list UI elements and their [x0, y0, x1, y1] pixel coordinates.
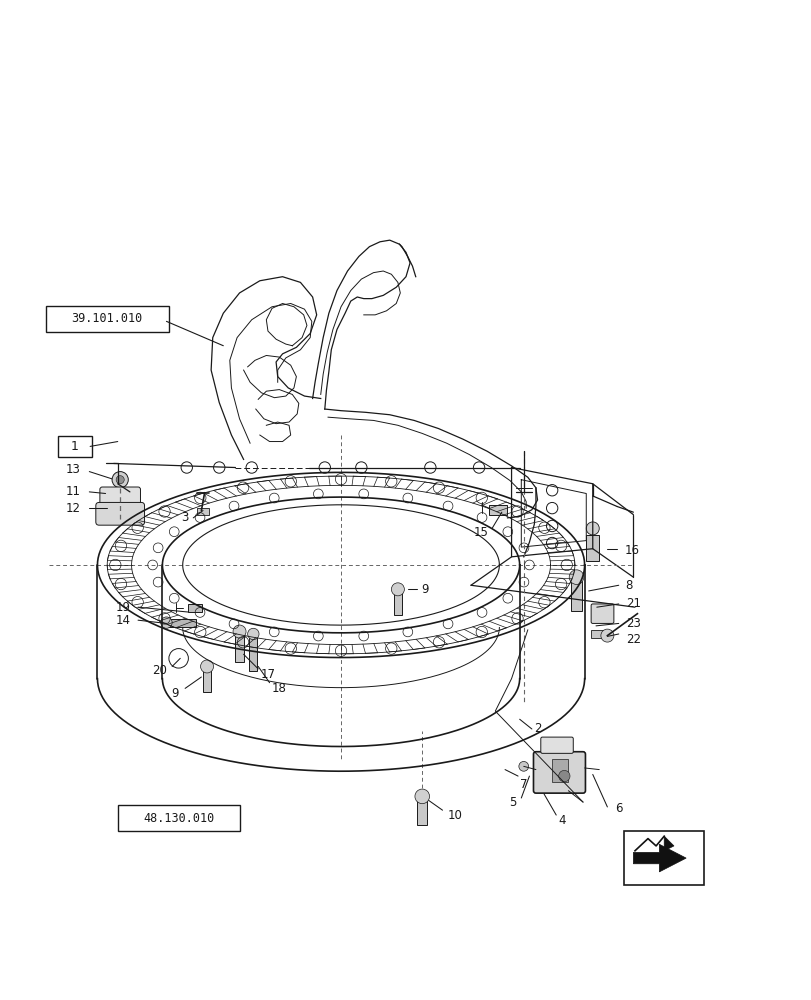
Circle shape — [518, 761, 528, 771]
Circle shape — [161, 617, 172, 628]
Polygon shape — [633, 844, 685, 872]
FancyBboxPatch shape — [203, 666, 211, 692]
FancyBboxPatch shape — [196, 508, 209, 515]
Text: 21: 21 — [625, 597, 640, 610]
Circle shape — [586, 522, 599, 535]
Text: 18: 18 — [272, 682, 286, 695]
Circle shape — [200, 660, 213, 673]
FancyBboxPatch shape — [551, 759, 568, 782]
Circle shape — [116, 476, 124, 484]
Circle shape — [558, 770, 569, 782]
FancyBboxPatch shape — [570, 579, 581, 611]
FancyBboxPatch shape — [623, 831, 703, 885]
Text: 39.101.010: 39.101.010 — [71, 312, 143, 325]
Circle shape — [112, 472, 128, 488]
FancyBboxPatch shape — [393, 589, 401, 615]
FancyBboxPatch shape — [586, 535, 599, 561]
FancyBboxPatch shape — [235, 632, 243, 662]
FancyBboxPatch shape — [187, 604, 202, 612]
Polygon shape — [663, 836, 673, 851]
FancyBboxPatch shape — [249, 634, 257, 671]
Text: 14: 14 — [116, 614, 131, 627]
Text: 5: 5 — [508, 796, 517, 809]
FancyBboxPatch shape — [166, 619, 195, 627]
Text: 8: 8 — [624, 579, 633, 592]
FancyBboxPatch shape — [590, 630, 603, 638]
Text: 17: 17 — [260, 668, 275, 681]
Text: 12: 12 — [66, 502, 80, 515]
Text: 15: 15 — [473, 526, 487, 539]
Text: 20: 20 — [152, 664, 166, 677]
Text: 1: 1 — [71, 440, 79, 453]
Text: 9: 9 — [170, 687, 178, 700]
Text: 9: 9 — [421, 583, 429, 596]
Text: 23: 23 — [625, 617, 640, 630]
Text: 13: 13 — [66, 463, 80, 476]
FancyBboxPatch shape — [417, 796, 427, 825]
Text: 16: 16 — [624, 544, 638, 557]
Text: 7: 7 — [519, 778, 527, 791]
Circle shape — [414, 789, 429, 804]
FancyBboxPatch shape — [590, 604, 613, 623]
Text: 11: 11 — [66, 485, 80, 498]
Circle shape — [391, 583, 404, 596]
FancyBboxPatch shape — [100, 487, 140, 506]
Text: 48.130.010: 48.130.010 — [143, 812, 214, 825]
FancyBboxPatch shape — [533, 752, 585, 793]
Text: 4: 4 — [557, 814, 565, 827]
FancyBboxPatch shape — [540, 737, 573, 753]
FancyBboxPatch shape — [96, 502, 144, 525]
Text: 22: 22 — [625, 633, 640, 646]
Text: 10: 10 — [447, 809, 461, 822]
FancyBboxPatch shape — [488, 505, 506, 515]
Text: 19: 19 — [116, 601, 131, 614]
Circle shape — [569, 570, 583, 584]
Circle shape — [600, 629, 613, 642]
Text: 6: 6 — [614, 802, 622, 815]
Circle shape — [247, 628, 259, 640]
Circle shape — [233, 625, 246, 638]
Text: 2: 2 — [533, 722, 541, 735]
Text: 3: 3 — [181, 511, 189, 524]
